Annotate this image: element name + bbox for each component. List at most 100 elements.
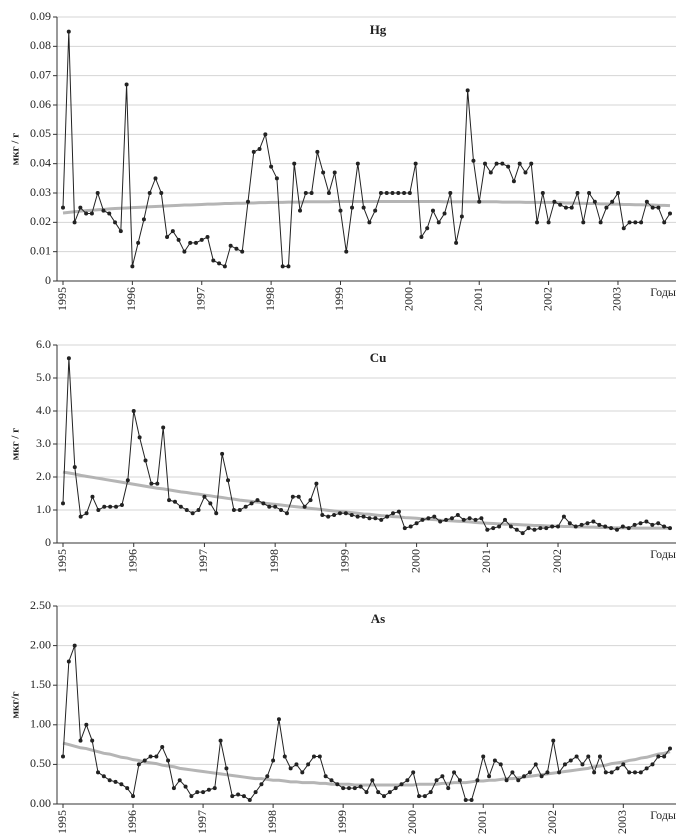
x-tick-label: 2000 (408, 549, 422, 573)
data-point (539, 774, 544, 779)
data-point (425, 226, 430, 231)
data-point (452, 770, 457, 775)
data-point (615, 191, 620, 195)
data-point (419, 235, 424, 239)
data-point (370, 778, 375, 783)
y-tick-label: 2.50 (30, 598, 51, 612)
series-line (62, 358, 671, 534)
data-point (378, 191, 383, 195)
data-point (506, 164, 511, 169)
data-point (638, 521, 643, 526)
data-point (385, 514, 390, 519)
data-point (290, 494, 295, 499)
data-point (382, 794, 387, 799)
y-axis-label: мкг/г (10, 692, 22, 719)
data-point (396, 509, 401, 514)
data-point (434, 778, 439, 783)
data-point (284, 511, 289, 516)
x-tick-label: 2003 (615, 810, 629, 834)
data-point (556, 524, 561, 529)
data-point (149, 481, 154, 486)
data-point (477, 199, 482, 204)
data-point (668, 526, 672, 531)
data-point (78, 205, 83, 210)
data-point (355, 514, 360, 519)
y-tick-label: 0.00 (30, 796, 51, 810)
x-tick-label: 1995 (55, 549, 69, 573)
data-point (610, 199, 615, 204)
data-point (422, 794, 427, 799)
data-point (269, 164, 274, 169)
data-point (249, 501, 254, 506)
data-point (61, 501, 65, 506)
data-point (361, 205, 366, 210)
data-point (436, 220, 441, 225)
y-tick-label: 6.0 (36, 337, 51, 351)
data-point (604, 205, 609, 210)
data-point (444, 517, 449, 522)
data-point (603, 770, 608, 775)
data-point (188, 240, 193, 245)
data-point (148, 754, 153, 759)
data-point (632, 522, 637, 527)
data-point (523, 170, 528, 175)
data-point (257, 147, 262, 151)
data-point (141, 217, 146, 222)
data-point (475, 778, 480, 783)
data-point (154, 754, 159, 759)
data-point (488, 170, 493, 175)
data-point (491, 526, 496, 531)
data-point (614, 527, 619, 532)
data-point (656, 521, 661, 526)
data-point (61, 205, 65, 210)
data-point (183, 784, 188, 789)
data-point (473, 517, 478, 522)
data-point (190, 511, 195, 516)
data-point (668, 211, 672, 216)
data-point (317, 754, 322, 759)
data-point (253, 790, 258, 795)
data-point (119, 503, 124, 508)
data-point (84, 211, 89, 216)
data-point (255, 498, 260, 503)
data-point (267, 504, 272, 509)
data-point (638, 770, 643, 775)
data-point (609, 526, 614, 531)
x-tick-label: 1995 (55, 287, 69, 311)
y-tick-label: 0.09 (30, 9, 51, 23)
data-point (413, 161, 418, 166)
data-point (217, 261, 222, 266)
data-point (137, 435, 142, 440)
y-tick-label: 0.08 (30, 38, 51, 52)
data-point (455, 512, 460, 517)
x-axis-label: Годы (650, 808, 676, 822)
data-point (199, 237, 204, 242)
y-tick-label: 0.01 (30, 243, 51, 257)
y-tick-label: 2.0 (36, 469, 51, 483)
data-point (414, 521, 419, 526)
data-point (626, 526, 631, 531)
data-point (442, 211, 447, 216)
data-point (119, 782, 124, 787)
y-tick-label: 0.07 (30, 67, 51, 81)
data-point (650, 205, 655, 210)
data-point (644, 766, 649, 771)
data-point (234, 246, 239, 251)
data-point (407, 191, 412, 195)
data-point (282, 754, 287, 759)
data-point (298, 208, 303, 213)
data-point (668, 746, 672, 751)
data-point (224, 766, 229, 771)
data-point (170, 229, 175, 234)
data-point (308, 498, 313, 503)
y-tick-label: 5.0 (36, 370, 51, 384)
data-point (644, 199, 649, 204)
data-point (662, 524, 667, 529)
data-point (321, 170, 326, 175)
data-point (220, 451, 225, 456)
data-point (632, 770, 637, 775)
x-tick-label: 1999 (335, 810, 349, 834)
data-point (212, 786, 217, 791)
data-point (508, 524, 513, 529)
